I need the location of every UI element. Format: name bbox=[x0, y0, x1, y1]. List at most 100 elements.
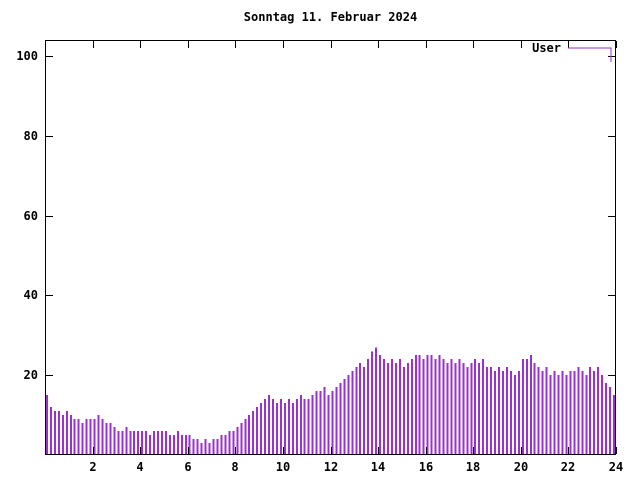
impulse-bar bbox=[351, 371, 354, 455]
impulse-bar bbox=[208, 443, 211, 455]
impulse-bar bbox=[129, 431, 132, 455]
impulse-bar bbox=[145, 431, 148, 455]
impulse-bar bbox=[121, 431, 124, 455]
impulse-bar bbox=[387, 363, 389, 455]
impulse-bar bbox=[89, 419, 92, 455]
impulse-bar bbox=[402, 367, 405, 455]
impulse-bar bbox=[307, 399, 310, 455]
impulse-bar bbox=[501, 371, 504, 455]
impulse-bar bbox=[85, 419, 88, 455]
impulse-bar bbox=[168, 435, 171, 455]
impulse-bar bbox=[57, 411, 60, 455]
impulse-bar bbox=[291, 403, 294, 456]
x-tick-label: 2 bbox=[89, 460, 96, 474]
y-tick-label: 80 bbox=[24, 129, 38, 143]
impulse-bar bbox=[240, 423, 243, 455]
impulse-bar bbox=[494, 371, 497, 455]
impulse-bar bbox=[509, 371, 512, 455]
impulse-bar bbox=[442, 359, 445, 455]
impulse-bar bbox=[462, 363, 465, 455]
impulse-bar bbox=[283, 403, 286, 456]
impulse-bar bbox=[597, 367, 600, 455]
impulse-bar bbox=[97, 415, 100, 455]
impulse-bar bbox=[593, 371, 596, 455]
impulse-bar bbox=[323, 387, 326, 455]
impulse-bar bbox=[61, 415, 64, 455]
impulse-bar bbox=[176, 431, 179, 455]
x-tick-label: 24 bbox=[609, 460, 623, 474]
impulse-bar bbox=[105, 423, 108, 455]
impulse-bar bbox=[335, 387, 338, 455]
impulse-bar bbox=[160, 431, 163, 455]
impulse-bar bbox=[517, 371, 520, 455]
impulse-bar bbox=[53, 411, 56, 455]
x-tick-label: 12 bbox=[324, 460, 338, 474]
impulse-bar bbox=[153, 431, 156, 455]
impulse-bar bbox=[430, 355, 433, 455]
impulse-bar bbox=[486, 367, 489, 455]
impulse-bar bbox=[553, 371, 556, 455]
impulse-bar bbox=[319, 391, 322, 455]
x-tick-label: 16 bbox=[419, 460, 433, 474]
impulse-bar bbox=[69, 415, 72, 455]
impulse-bar bbox=[470, 363, 473, 455]
x-tick-label: 20 bbox=[514, 460, 528, 474]
impulse-bar bbox=[565, 375, 568, 455]
impulse-bar bbox=[180, 435, 183, 455]
impulse-bar bbox=[260, 403, 263, 456]
x-tick-label: 6 bbox=[184, 460, 191, 474]
x-tick-label: 18 bbox=[466, 460, 480, 474]
y-tick-label: 60 bbox=[24, 209, 38, 223]
impulse-bar bbox=[93, 419, 96, 455]
impulse-bar bbox=[347, 375, 350, 455]
impulse-bar bbox=[311, 395, 314, 455]
impulse-bar bbox=[49, 407, 52, 455]
y-tick-label: 40 bbox=[24, 288, 38, 302]
impulse-bar bbox=[355, 367, 358, 455]
x-tick-label: 8 bbox=[231, 460, 238, 474]
impulse-bar bbox=[256, 407, 259, 455]
impulse-bar bbox=[252, 411, 255, 455]
impulse-bar bbox=[541, 371, 544, 455]
impulse-bar bbox=[73, 419, 76, 455]
impulse-bar bbox=[196, 439, 199, 455]
y-tick-label: 100 bbox=[16, 49, 38, 63]
impulse-bar bbox=[216, 439, 219, 455]
impulse-bar bbox=[601, 375, 604, 455]
legend-line-sample bbox=[568, 47, 612, 62]
impulse-bar bbox=[414, 355, 417, 455]
impulse-bar bbox=[383, 359, 386, 455]
impulse-bar bbox=[172, 435, 175, 455]
impulse-bar bbox=[406, 363, 409, 455]
impulse-bar bbox=[272, 399, 274, 455]
impulse-bar bbox=[605, 383, 608, 455]
impulse-bar bbox=[573, 371, 576, 455]
impulse-bar bbox=[490, 367, 493, 455]
impulse-bar bbox=[157, 431, 160, 455]
impulse-bar bbox=[331, 391, 334, 455]
impulse-bar bbox=[589, 367, 592, 455]
impulse-bar bbox=[466, 367, 469, 455]
impulse-bar bbox=[109, 423, 112, 455]
impulse-bar bbox=[609, 387, 612, 455]
impulse-bar bbox=[244, 419, 247, 455]
impulse-bar bbox=[81, 423, 84, 455]
impulse-bar bbox=[398, 359, 401, 455]
impulse-bar bbox=[394, 363, 397, 455]
impulse-bar bbox=[537, 367, 540, 455]
impulse-bar bbox=[303, 399, 306, 455]
impulse-bar bbox=[545, 367, 548, 455]
x-tick-label: 4 bbox=[136, 460, 143, 474]
impulse-bar bbox=[137, 431, 140, 455]
impulse-bar bbox=[482, 359, 485, 455]
impulse-bar bbox=[367, 359, 370, 455]
impulse-bar bbox=[113, 427, 116, 455]
impulse-bar bbox=[577, 367, 580, 455]
impulse-bar bbox=[200, 443, 203, 455]
impulse-bar bbox=[287, 399, 290, 455]
impulse-bar bbox=[525, 359, 528, 455]
x-tick-label: 10 bbox=[276, 460, 290, 474]
impulse-bar bbox=[228, 431, 231, 455]
